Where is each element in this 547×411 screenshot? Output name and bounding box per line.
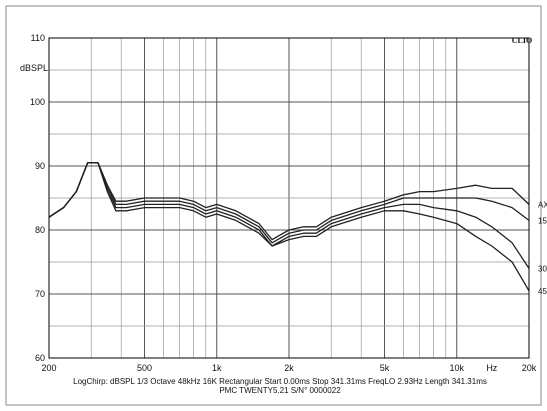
y-tick-label: 100 <box>30 97 45 107</box>
plot-frame <box>48 37 530 359</box>
series-line-30 <box>48 162 530 269</box>
series-line-45 <box>48 162 530 292</box>
y-tick-label: 90 <box>35 161 45 171</box>
y-tick-label: 110 <box>31 33 45 43</box>
x-tick-label: 500 <box>137 363 152 373</box>
series-label-30: 30 <box>538 264 547 273</box>
x-tick-label: 5k <box>380 363 390 373</box>
series-label-45: 45 <box>538 287 547 296</box>
x-tick-label: Hz <box>486 363 497 373</box>
x-tick-label: 200 <box>41 363 56 373</box>
series-label-axis: AX <box>538 200 547 209</box>
label-layer: 60 70 80 90 100 110 dBSPL 200 500 1k 2k 5k 10k Hz 20k A… <box>20 33 547 373</box>
x-tick-label: 1k <box>212 363 222 373</box>
y-tick-label: 80 <box>35 225 45 235</box>
y-axis-label: dBSPL <box>20 63 48 73</box>
y-tick-label: 60 <box>35 353 45 363</box>
brand-logo: CLIO <box>512 36 532 45</box>
x-tick-label: 20k <box>522 363 537 373</box>
outer-frame <box>5 5 542 406</box>
series-line-15 <box>48 162 530 244</box>
series-layer <box>48 162 530 292</box>
device-info: PMC TWENTY5.21 S/N° 0000022 <box>219 386 341 395</box>
measurement-info: LogChirp: dBSPL 1/3 Octave 48kHz 16K Rec… <box>73 377 487 386</box>
series-label-15: 15 <box>538 216 547 225</box>
y-tick-label: 70 <box>35 289 45 299</box>
x-tick-label: 10k <box>449 363 464 373</box>
x-tick-label: 2k <box>284 363 294 373</box>
